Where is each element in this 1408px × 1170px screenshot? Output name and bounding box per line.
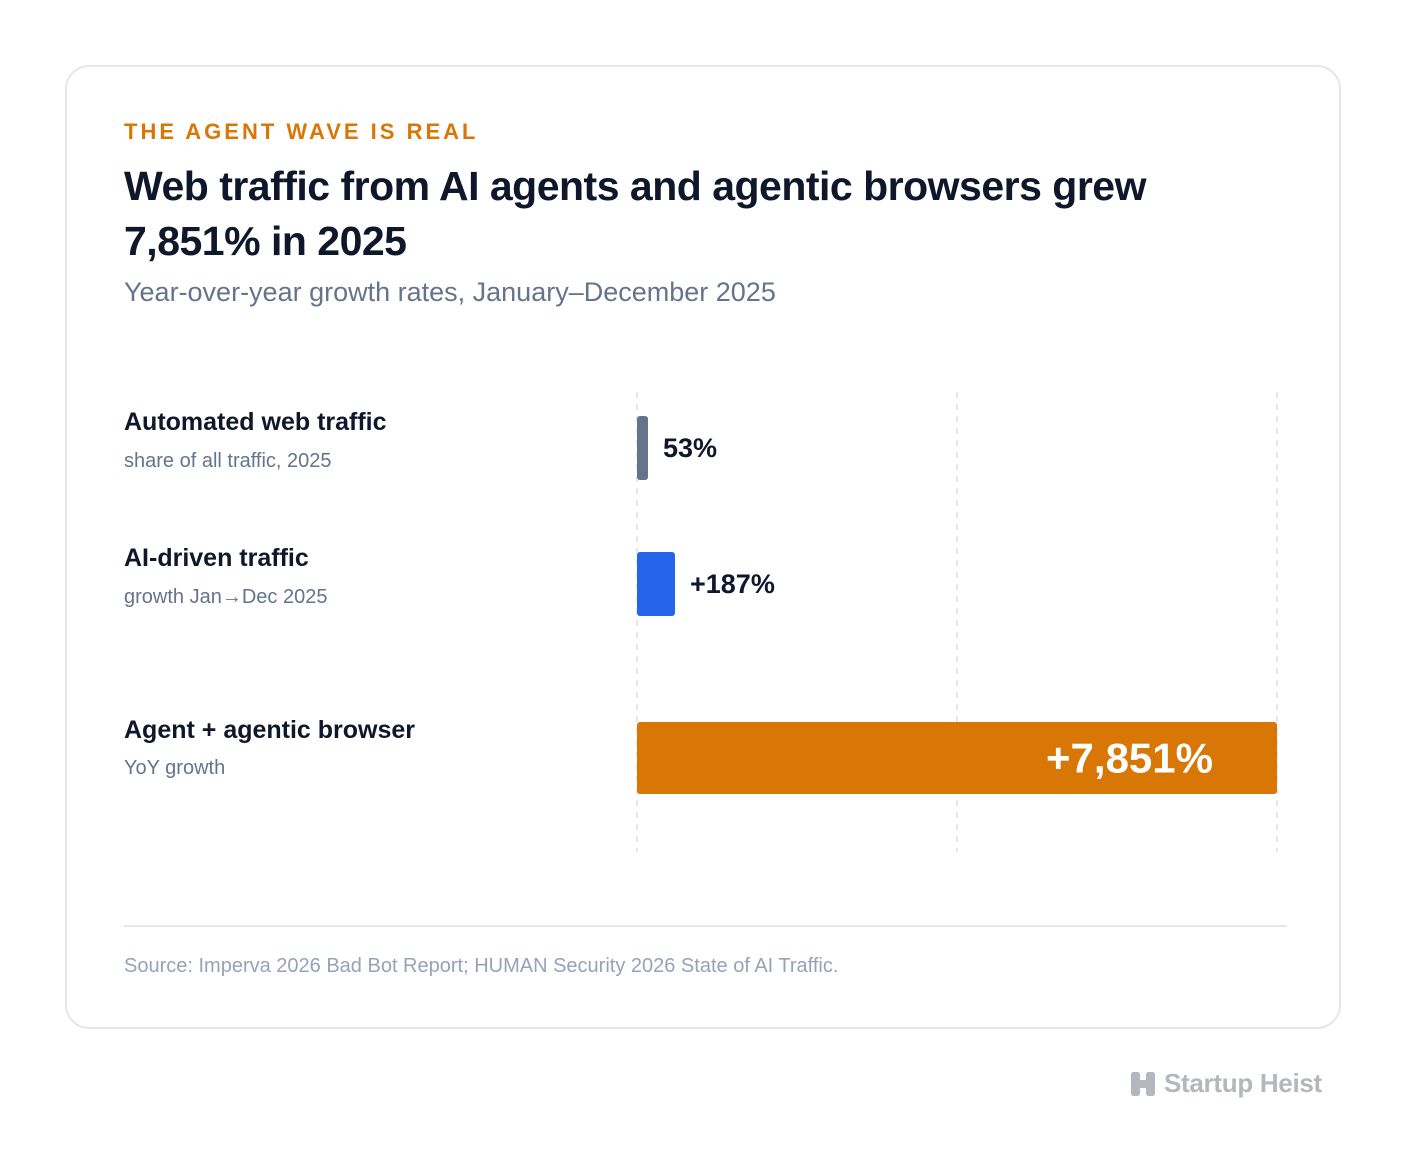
h-logo-icon xyxy=(1131,1071,1155,1096)
row-sub-agentic: YoY growth xyxy=(124,757,226,779)
bar-2 xyxy=(637,722,1277,794)
bar-0 xyxy=(637,416,648,480)
row-label-ai-driven: AI-driven traffic xyxy=(124,544,309,572)
eyebrow-label: THE AGENT WAVE IS REAL xyxy=(124,119,479,144)
chart-card: THE AGENT WAVE IS REAL Web traffic from … xyxy=(65,65,1341,1029)
row-label-agentic: Agent + agentic browser xyxy=(124,716,416,744)
row-label-automated: Automated web traffic xyxy=(124,408,387,436)
footer-divider xyxy=(124,925,1287,927)
value-label-0: 53% xyxy=(663,433,717,463)
brand-logo: Startup Heist xyxy=(1130,1068,1322,1099)
value-label-2: +7,851% xyxy=(1046,735,1213,782)
bar-chart: 53% +187% +7,851% xyxy=(636,392,1278,852)
source-note: Source: Imperva 2026 Bad Bot Report; HUM… xyxy=(124,955,839,977)
chart-title: Web traffic from AI agents and agentic b… xyxy=(124,163,1147,264)
value-label-1: +187% xyxy=(690,569,775,599)
brand-name: Startup Heist xyxy=(1164,1068,1322,1098)
bar-1 xyxy=(637,552,675,616)
row-sub-automated: share of all traffic, 2025 xyxy=(124,450,332,472)
chart-subtitle: Year-over-year growth rates, January–Dec… xyxy=(124,277,776,307)
row-sub-ai-driven: growth Jan→Dec 2025 xyxy=(124,586,328,608)
